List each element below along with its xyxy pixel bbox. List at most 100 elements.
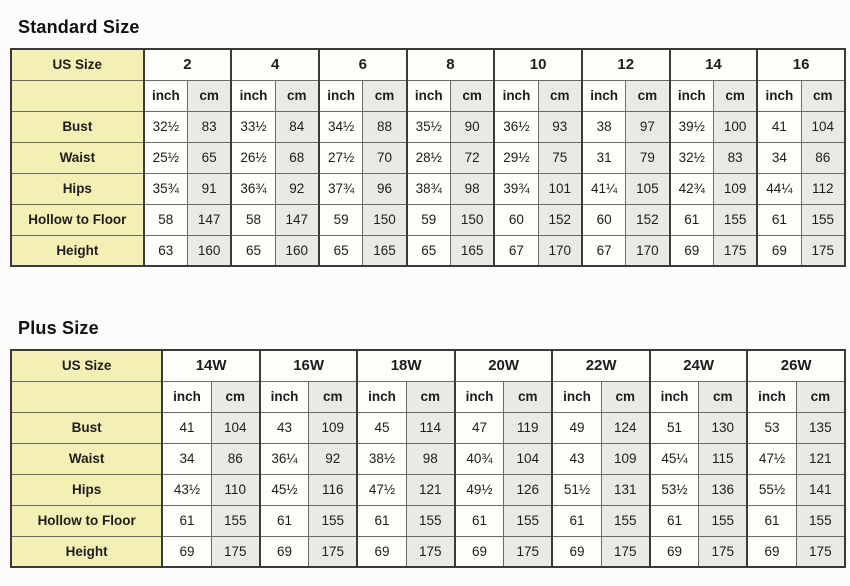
row-label-waist: Waist: [10, 141, 145, 174]
value-bust-26w-inch: 53: [746, 411, 797, 444]
value-waist-12-cm: 79: [625, 141, 671, 174]
value-waist-24w-inch: 45¼: [648, 442, 700, 475]
value-bust-16-inch: 41: [756, 110, 802, 143]
value-height-10-inch: 67: [493, 234, 539, 267]
value-waist-14w-inch: 34: [161, 442, 212, 475]
value-waist-20w-inch: 40¾: [453, 442, 505, 475]
unit-header-inch-6: inch: [317, 79, 364, 112]
value-height-6-cm: 165: [362, 234, 408, 267]
unit-header-inch-20w: inch: [453, 380, 505, 413]
value-bust-16w-cm: 109: [308, 411, 358, 444]
value-hollow-to-floor-6-inch: 59: [317, 203, 364, 236]
value-hollow-to-floor-24w-cm: 155: [698, 504, 748, 537]
value-hips-8-inch: 38¾: [405, 172, 451, 205]
value-bust-2-inch: 32½: [142, 110, 188, 143]
value-height-18w-cm: 175: [405, 535, 456, 568]
size-header-8: 8: [405, 48, 495, 81]
unit-header-inch-10: inch: [493, 79, 539, 112]
value-bust-16-cm: 104: [800, 110, 846, 143]
value-hips-14-inch: 42¾: [668, 172, 714, 205]
row-label-hips: Hips: [10, 172, 145, 205]
unit-header-cm-2: cm: [187, 79, 232, 112]
plus-size-title: Plus Size: [18, 318, 99, 338]
value-waist-24w-cm: 115: [698, 442, 748, 475]
value-hips-4-cm: 92: [274, 172, 320, 205]
value-height-20w-cm: 175: [503, 535, 553, 568]
value-height-14-cm: 175: [712, 234, 758, 267]
value-waist-14w-cm: 86: [210, 442, 261, 475]
row-label-waist: Waist: [10, 442, 163, 475]
value-hips-18w-cm: 121: [405, 473, 456, 506]
unit-header-cm-16: cm: [800, 79, 846, 112]
value-hollow-to-floor-18w-inch: 61: [356, 504, 407, 537]
value-waist-20w-cm: 104: [503, 442, 553, 475]
unit-header-inch-12: inch: [580, 79, 627, 112]
value-bust-16w-inch: 43: [258, 411, 310, 444]
value-waist-12-inch: 31: [580, 141, 627, 174]
unit-header-inch-16w: inch: [258, 380, 310, 413]
value-hollow-to-floor-16-cm: 155: [800, 203, 846, 236]
unit-header-inch-14w: inch: [161, 380, 212, 413]
value-hollow-to-floor-10-inch: 60: [493, 203, 539, 236]
value-hips-2-cm: 91: [187, 172, 232, 205]
value-bust-22w-inch: 49: [551, 411, 602, 444]
value-hollow-to-floor-14w-cm: 155: [210, 504, 261, 537]
value-height-8-inch: 65: [405, 234, 451, 267]
size-header-2: 2: [142, 48, 232, 81]
value-bust-12-cm: 97: [625, 110, 671, 143]
corner-blank-cell: [10, 380, 163, 413]
value-hollow-to-floor-8-inch: 59: [405, 203, 451, 236]
value-hips-2-inch: 35¾: [142, 172, 188, 205]
value-waist-16-cm: 86: [800, 141, 846, 174]
value-height-2-cm: 160: [187, 234, 232, 267]
value-hollow-to-floor-16w-inch: 61: [258, 504, 310, 537]
corner-label-cell: US Size: [10, 349, 163, 382]
unit-header-cm-6: cm: [362, 79, 408, 112]
value-waist-4-cm: 68: [274, 141, 320, 174]
unit-header-cm-8: cm: [449, 79, 495, 112]
row-label-height: Height: [10, 535, 163, 568]
measurement-row-waist: Waist 25½ 65 26½ 68 27½ 70 28½ 72 29½ 75 31 79 32½ 83 3…: [10, 141, 846, 174]
unit-header-cm-16w: cm: [308, 380, 358, 413]
value-hollow-to-floor-12-inch: 60: [580, 203, 627, 236]
unit-header-inch-14: inch: [668, 79, 714, 112]
value-hollow-to-floor-14w-inch: 61: [161, 504, 212, 537]
value-height-4-cm: 160: [274, 234, 320, 267]
value-waist-6-cm: 70: [362, 141, 408, 174]
value-hips-12-inch: 41¼: [580, 172, 627, 205]
value-hollow-to-floor-24w-inch: 61: [648, 504, 700, 537]
unit-header-cm-14w: cm: [210, 380, 261, 413]
value-hollow-to-floor-16w-cm: 155: [308, 504, 358, 537]
value-bust-10-cm: 93: [537, 110, 583, 143]
value-height-2-inch: 63: [142, 234, 188, 267]
value-hollow-to-floor-4-cm: 147: [274, 203, 320, 236]
value-hollow-to-floor-2-inch: 58: [142, 203, 188, 236]
row-label-hollow-to-floor: Hollow to Floor: [10, 203, 145, 236]
value-hips-10-inch: 39¾: [493, 172, 539, 205]
measurement-row-hollow-to-floor: Hollow to Floor 61 155 61 155 61 155 61 155 61 155…: [10, 504, 846, 537]
value-hollow-to-floor-14-inch: 61: [668, 203, 714, 236]
value-bust-8-inch: 35½: [405, 110, 451, 143]
value-height-10-cm: 170: [537, 234, 583, 267]
measurement-row-bust: Bust 32½ 83 33½ 84 34½ 88 35½ 90 36½ 93 38 97 39½ 100 4…: [10, 110, 846, 143]
value-hollow-to-floor-18w-cm: 155: [405, 504, 456, 537]
value-height-26w-inch: 69: [746, 535, 797, 568]
value-height-14-inch: 69: [668, 234, 714, 267]
value-bust-26w-cm: 135: [795, 411, 846, 444]
standard-size-title: Standard Size: [18, 17, 140, 37]
unit-header-inch-26w: inch: [746, 380, 797, 413]
row-label-bust: Bust: [10, 411, 163, 444]
size-header-16: 16: [756, 48, 846, 81]
value-hollow-to-floor-2-cm: 147: [187, 203, 232, 236]
unit-header-cm-14: cm: [712, 79, 758, 112]
value-height-16-inch: 69: [756, 234, 802, 267]
value-waist-8-cm: 72: [449, 141, 495, 174]
value-height-22w-inch: 69: [551, 535, 602, 568]
measurement-row-height: Height 63 160 65 160 65 165 65 165 67 170 67 170 69 17…: [10, 234, 846, 267]
unit-header-cm-4: cm: [274, 79, 320, 112]
value-waist-2-inch: 25½: [142, 141, 188, 174]
unit-header-inch-4: inch: [230, 79, 276, 112]
value-height-14w-inch: 69: [161, 535, 212, 568]
unit-header-inch-18w: inch: [356, 380, 407, 413]
size-chart-page: Standard Size US Size 2 4 6 8 10 12 14 16 inch cm i…: [10, 17, 846, 568]
